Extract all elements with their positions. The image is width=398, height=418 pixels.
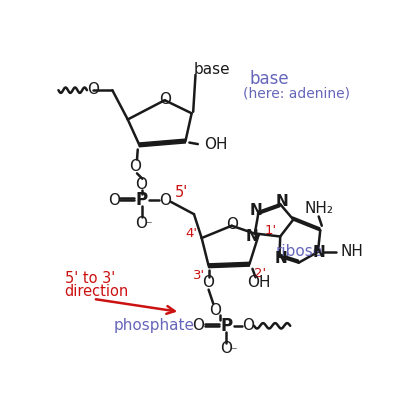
Text: OH: OH: [247, 275, 270, 290]
Polygon shape: [209, 263, 250, 268]
Text: 5': 5': [175, 185, 188, 200]
Text: base: base: [250, 70, 289, 89]
Polygon shape: [139, 139, 185, 147]
Text: N: N: [250, 203, 263, 218]
Text: O: O: [129, 159, 141, 174]
Text: ribose: ribose: [275, 245, 323, 260]
Text: OH: OH: [204, 138, 228, 153]
Text: (here: adenine): (here: adenine): [243, 86, 350, 100]
Text: N: N: [275, 251, 287, 266]
Text: O: O: [136, 216, 148, 231]
Text: NH: NH: [340, 245, 363, 260]
Text: N: N: [275, 194, 288, 209]
Text: 4': 4': [185, 227, 197, 240]
Text: O: O: [226, 217, 238, 232]
Text: ⁻: ⁻: [145, 219, 152, 232]
Text: O: O: [159, 92, 171, 107]
Text: 3': 3': [193, 269, 205, 282]
Text: O: O: [159, 193, 171, 208]
Text: 1': 1': [264, 224, 276, 237]
Text: N: N: [246, 229, 259, 244]
Text: ⁻: ⁻: [230, 345, 236, 358]
Text: O: O: [87, 82, 99, 97]
Text: P: P: [136, 191, 148, 209]
Text: phosphate: phosphate: [114, 319, 195, 333]
Text: 2': 2': [254, 267, 266, 280]
Text: O: O: [193, 319, 205, 333]
Text: O: O: [220, 342, 232, 357]
Text: O: O: [203, 275, 215, 290]
Text: P: P: [220, 317, 232, 335]
Text: O: O: [242, 319, 254, 333]
Text: O: O: [108, 193, 120, 208]
Text: N: N: [313, 245, 326, 260]
Text: 5' to 3': 5' to 3': [64, 270, 115, 285]
Text: NH₂: NH₂: [304, 201, 333, 216]
Text: O: O: [209, 303, 221, 318]
Text: direction: direction: [64, 284, 129, 299]
Text: O: O: [136, 177, 148, 192]
Text: base: base: [194, 62, 230, 77]
